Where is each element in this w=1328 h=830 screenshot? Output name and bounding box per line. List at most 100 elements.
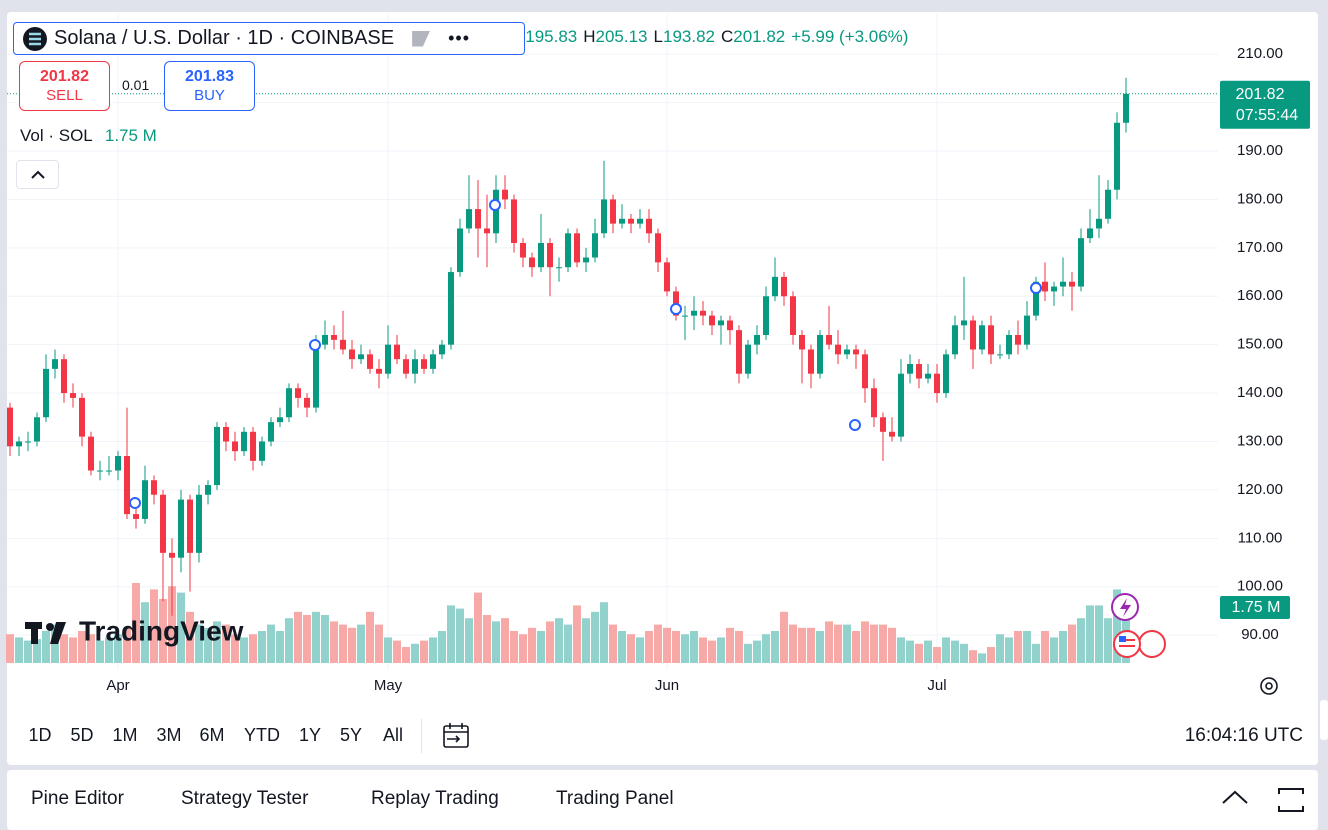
y-tick-label: 90.00 [1241, 626, 1279, 643]
volume-bar [69, 637, 77, 663]
y-tick-label: 110.00 [1238, 529, 1283, 546]
candle-body [295, 388, 301, 398]
ai-bolt [1120, 598, 1131, 617]
event-marker[interactable] [1030, 282, 1042, 294]
volume-bar [888, 627, 896, 663]
candle-body [1114, 122, 1120, 190]
volume-bar [834, 624, 842, 663]
symbol-box[interactable]: Solana / U.S. Dollar · 1D · COINBASE ••• [13, 22, 525, 55]
event-marker[interactable] [670, 303, 682, 315]
volume-bar [294, 611, 302, 663]
y-tick-label: 210.00 [1237, 45, 1283, 62]
candle-body [1006, 334, 1012, 355]
volume-bar [231, 634, 239, 663]
volume-bar [195, 624, 203, 663]
ohlc-value: 201.82 [733, 27, 786, 46]
candle-body [898, 373, 904, 437]
x-tick-label: Apr [106, 677, 129, 694]
clock[interactable]: 16:04:16 UTC [1184, 725, 1303, 746]
candle-body [1051, 286, 1057, 292]
volume-bar [1014, 631, 1022, 663]
date-range-button[interactable] [441, 721, 471, 751]
volume-bar [105, 637, 113, 663]
volume-bar [78, 631, 86, 663]
settings-icon[interactable] [1260, 677, 1278, 695]
volume-bar [15, 637, 23, 663]
volume-bar [744, 643, 752, 663]
volume-bar [690, 631, 698, 663]
candle-body [988, 325, 994, 355]
candle-body [862, 354, 868, 389]
candle-body [700, 310, 706, 316]
sell-button[interactable]: 201.82 SELL [19, 61, 110, 111]
candle-body [277, 417, 283, 423]
volume-bar [492, 621, 500, 663]
volume-bar [366, 611, 374, 663]
volume-bar [24, 640, 32, 663]
volume-bar [87, 634, 95, 663]
candle-body [538, 242, 544, 268]
candle-body [574, 233, 580, 263]
range-button[interactable]: 1D [28, 725, 52, 745]
volume-bar [978, 653, 986, 663]
collapse-button[interactable] [16, 160, 59, 189]
calendar [443, 725, 469, 748]
candle-body [547, 242, 553, 268]
candle-body [1042, 281, 1048, 292]
candle-body [502, 189, 508, 200]
chevron-path [31, 170, 45, 179]
calendar-lines [444, 723, 468, 743]
expand-button[interactable] [1220, 788, 1250, 808]
volume-bar [1032, 643, 1040, 663]
volume-bar [618, 631, 626, 663]
volume-bar [33, 639, 41, 663]
candle-body [34, 417, 40, 442]
flag-toggle[interactable] [412, 30, 431, 47]
flag-icon[interactable] [1138, 630, 1166, 658]
candle-body [376, 368, 382, 374]
candle-body [754, 334, 760, 345]
range-button[interactable]: 1M [112, 725, 138, 745]
range-button[interactable]: 6M [199, 725, 225, 745]
tab[interactable]: Replay Trading [371, 788, 499, 809]
volume-bar [852, 631, 860, 663]
flag-icon[interactable] [1113, 630, 1141, 658]
gear-hub [1265, 682, 1273, 690]
candle-body [1123, 93, 1129, 123]
more-button[interactable]: ••• [448, 28, 471, 48]
tab[interactable]: Strategy Tester [181, 788, 309, 809]
tab[interactable]: Pine Editor [31, 788, 124, 809]
candle-body [385, 344, 391, 374]
event-marker[interactable] [849, 419, 861, 431]
range-button[interactable]: 5D [70, 725, 94, 745]
event-marker[interactable] [489, 199, 501, 211]
tab[interactable]: Trading Panel [556, 788, 674, 809]
logo-part [31, 622, 38, 644]
volume-bar [681, 634, 689, 663]
event-marker[interactable] [309, 339, 321, 351]
side-handle[interactable] [1320, 700, 1328, 740]
maximize-button[interactable] [1276, 786, 1306, 814]
volume-bar [915, 643, 923, 663]
range-button[interactable]: 3M [156, 725, 182, 745]
volume-bar [861, 621, 869, 663]
volume-bar [429, 637, 437, 663]
range-button[interactable]: YTD [244, 725, 280, 745]
range-button[interactable]: 5Y [339, 725, 363, 745]
buy-price: 201.83 [185, 68, 234, 85]
news-icons[interactable] [1111, 593, 1166, 658]
candle-body [871, 388, 877, 418]
chevron-up [1222, 790, 1248, 804]
candle-body [448, 272, 454, 345]
range-button[interactable]: 1Y [298, 725, 322, 745]
range-button[interactable]: All [382, 725, 404, 745]
volume-bar [708, 640, 716, 663]
volume-bar [816, 631, 824, 663]
event-marker[interactable] [129, 497, 141, 509]
volume-bar [6, 634, 14, 663]
candle-body [403, 359, 409, 374]
candle-body [709, 315, 715, 326]
volume-bar [141, 602, 149, 663]
buy-button[interactable]: 201.83 BUY [164, 61, 255, 111]
x-tick-label: Jun [655, 677, 679, 694]
